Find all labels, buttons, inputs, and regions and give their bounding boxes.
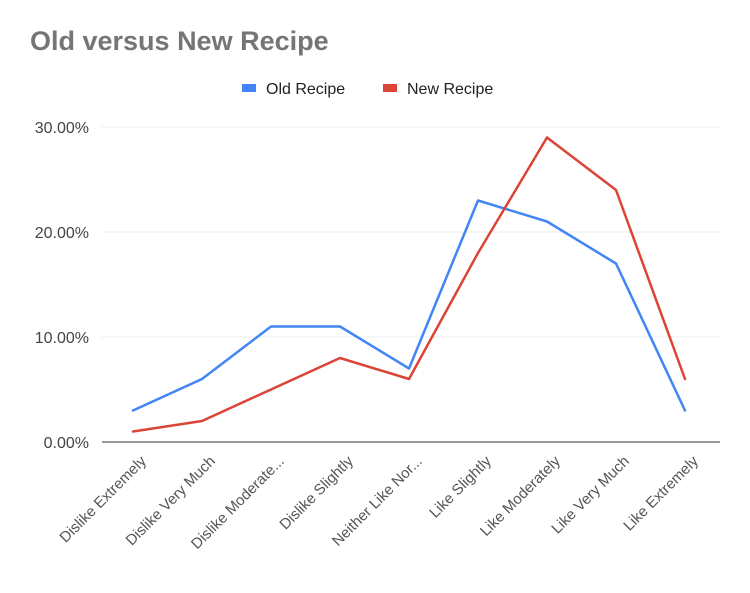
legend-label-old-recipe: Old Recipe [266, 81, 345, 98]
legend-label-new-recipe: New Recipe [407, 81, 493, 98]
series-lines [131, 136, 687, 433]
x-tick-label-like-slightly: Like Slightly [426, 452, 495, 521]
chart-title: Old versus New Recipe [30, 26, 329, 56]
legend-swatch-new-recipe [383, 84, 397, 92]
series-line-new-recipe [131, 136, 687, 433]
y-tick-label-30-00: 30.00% [35, 120, 89, 137]
y-axis-tick-labels: 0.00% 10.00% 20.00% 30.00% [35, 120, 89, 452]
series-line-old-recipe [131, 199, 687, 412]
y-tick-label-10-00: 10.00% [35, 330, 89, 347]
y-tick-label-20-00: 20.00% [35, 225, 89, 242]
y-tick-label-0-00: 0.00% [44, 435, 89, 452]
legend: Old Recipe New Recipe [242, 81, 493, 98]
legend-swatch-old-recipe [242, 84, 256, 92]
gridlines [102, 126, 720, 338]
